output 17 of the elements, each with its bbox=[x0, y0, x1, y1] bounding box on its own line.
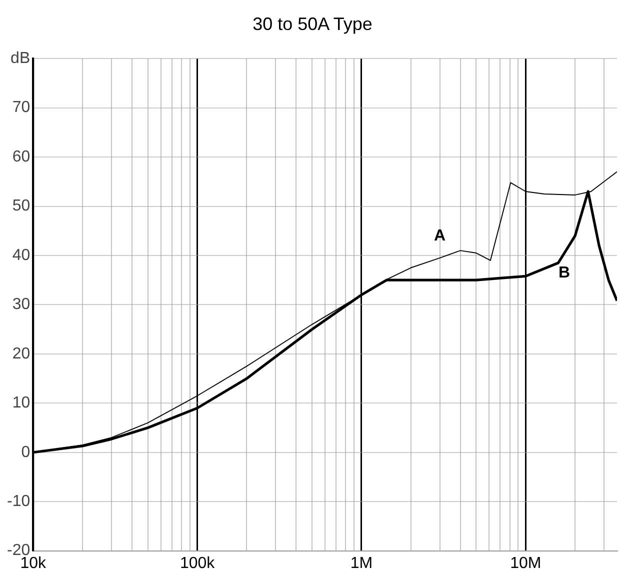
x-tick-label: 1M bbox=[350, 554, 373, 572]
series-label: B bbox=[558, 264, 570, 282]
x-tick-label: 10M bbox=[510, 554, 542, 572]
y-tick-label: -10 bbox=[7, 492, 30, 510]
y-tick-label: 60 bbox=[12, 148, 30, 166]
y-tick-label: 10 bbox=[12, 394, 30, 412]
x-tick-label: 10k bbox=[20, 554, 48, 572]
y-tick-label: 0 bbox=[21, 444, 30, 461]
y-tick-label: 40 bbox=[12, 246, 30, 264]
y-tick-label: 50 bbox=[12, 198, 30, 215]
x-tick-label: 100k bbox=[180, 554, 216, 572]
y-tick-label: 70 bbox=[12, 99, 30, 116]
chart-title: 30 to 50A Type bbox=[252, 13, 374, 36]
y-tick-label: 20 bbox=[12, 345, 30, 362]
y-tick-label: dB bbox=[10, 50, 30, 68]
series-label: A bbox=[434, 227, 446, 244]
y-tick-label: 30 bbox=[12, 296, 30, 314]
